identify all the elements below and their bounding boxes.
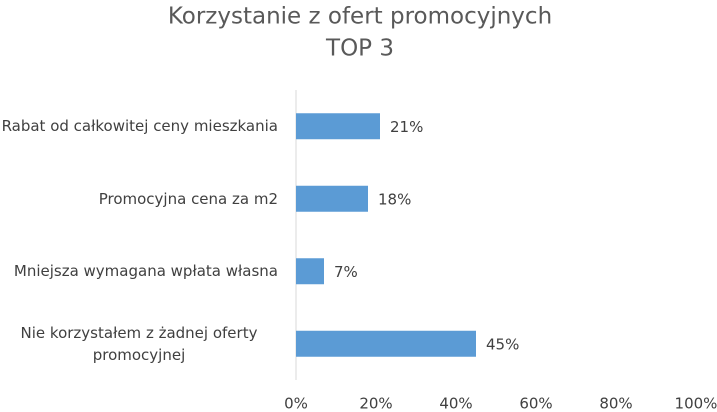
x-tick-label: 40% <box>439 395 472 412</box>
data-label: 18% <box>378 190 411 208</box>
y-tick-label: Nie korzystałem z żadnej oferty promocyj… <box>20 323 258 364</box>
x-tick-label: 60% <box>519 395 552 412</box>
chart-title: Korzystanie z ofert promocyjnych <box>168 4 552 30</box>
x-tick-label: 80% <box>599 395 632 412</box>
category-label-box: Nie korzystałem z żadnej oferty promocyj… <box>0 322 278 366</box>
y-tick-label: Mniejsza wymagana wpłata własna <box>13 262 278 281</box>
x-tick-label: 100% <box>675 395 717 412</box>
category-label-box: Rabat od całkowitej ceny mieszkania <box>0 115 278 137</box>
x-tick-label: 20% <box>359 395 392 412</box>
bar <box>296 113 380 140</box>
chart-subtitle: TOP 3 <box>325 36 394 62</box>
y-tick-label: Promocyjna cena za m2 <box>98 189 278 208</box>
x-tick-label: 0% <box>284 395 308 412</box>
category-label-box: Promocyjna cena za m2 <box>0 188 278 210</box>
data-label: 21% <box>390 118 423 136</box>
category-label-box: Mniejsza wymagana wpłata własna <box>0 260 278 282</box>
y-tick-label: Rabat od całkowitej ceny mieszkania <box>1 117 278 136</box>
data-label: 7% <box>334 263 358 281</box>
data-label: 45% <box>486 335 519 353</box>
bar <box>296 258 324 285</box>
bar <box>296 185 368 212</box>
bar <box>296 330 476 357</box>
